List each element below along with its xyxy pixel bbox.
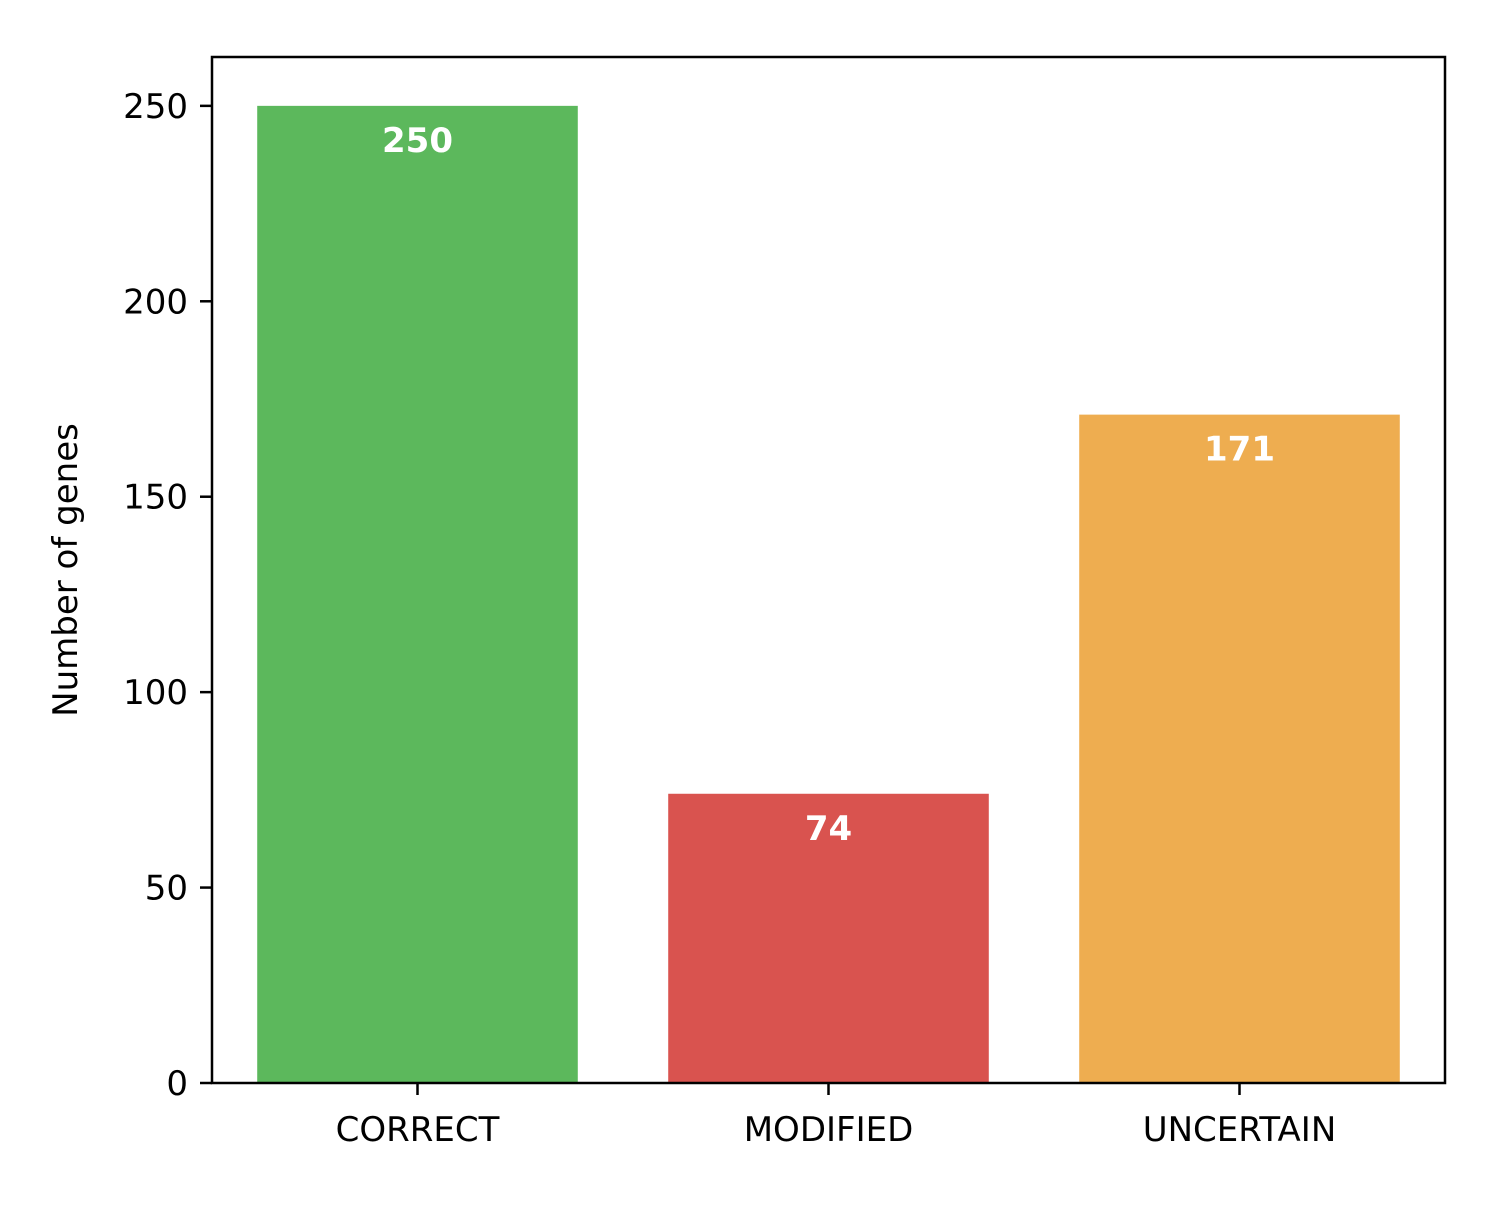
y-axis-title: Number of genes — [46, 423, 86, 717]
x-tick-label-correct: CORRECT — [336, 1110, 500, 1150]
bar-correct — [257, 105, 578, 1084]
bar-value-label-modified: 74 — [805, 809, 852, 849]
x-tick-label-modified: MODIFIED — [744, 1110, 914, 1150]
bar-value-label-correct: 250 — [382, 121, 453, 161]
y-axis: 0 50 100 150 200 250 — [123, 87, 212, 1104]
bar-modified — [668, 793, 989, 1083]
x-axis: CORRECT MODIFIED UNCERTAIN — [336, 1083, 1337, 1150]
y-tick-label: 150 — [123, 478, 188, 518]
bars-group — [257, 105, 1400, 1084]
y-tick-label: 200 — [123, 282, 188, 322]
bar-value-label-uncertain: 171 — [1204, 430, 1275, 470]
x-tick-label-uncertain: UNCERTAIN — [1143, 1110, 1337, 1150]
bar-labels-group: 250 74 171 — [382, 121, 1275, 849]
y-tick-label: 100 — [123, 673, 188, 713]
y-tick-label: 0 — [166, 1064, 188, 1104]
bar-uncertain — [1079, 414, 1400, 1083]
y-tick-label: 250 — [123, 87, 188, 127]
y-tick-label: 50 — [145, 869, 188, 909]
